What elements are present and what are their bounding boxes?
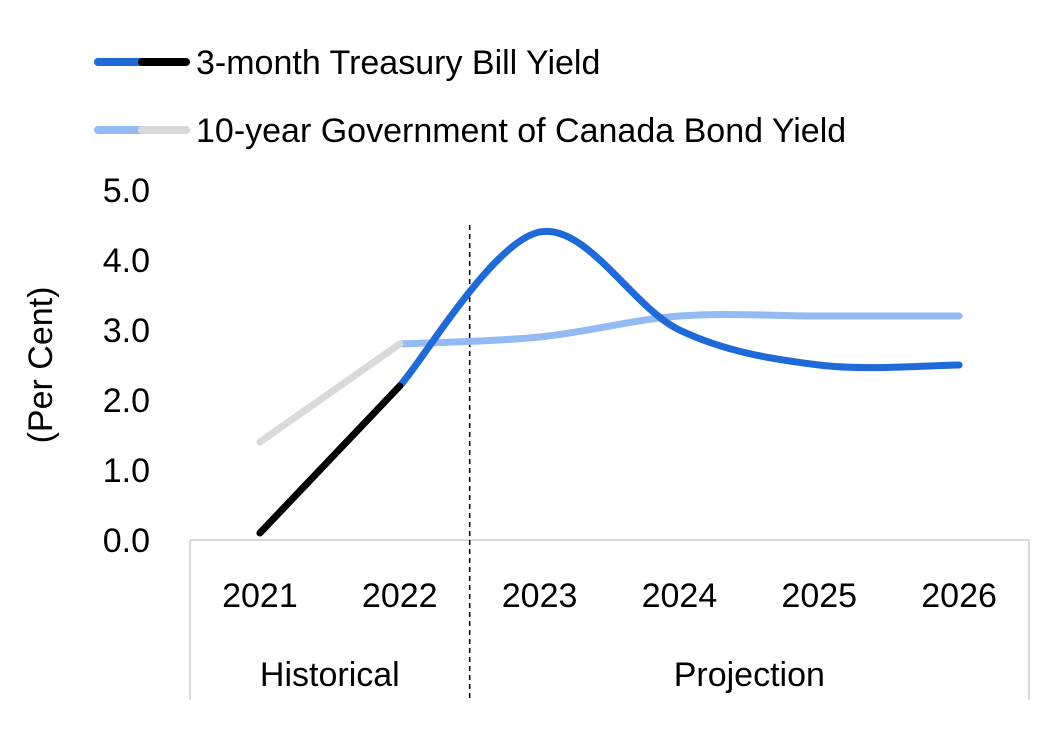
y-tick-label: 2.0: [103, 382, 150, 420]
y-tick-label: 0.0: [103, 522, 150, 560]
y-axis-label: (Per Cent): [22, 287, 60, 444]
x-tick-label: 2023: [502, 577, 578, 615]
series-line-projection: [396, 227, 963, 390]
x-tick-label: 2026: [921, 577, 997, 615]
series-line-historical: [256, 340, 404, 446]
y-tick-label: 1.0: [103, 452, 150, 490]
series-line-historical: [256, 382, 404, 537]
y-tick-label: 5.0: [103, 172, 150, 210]
series-lines: [256, 227, 963, 537]
x-group-label: Projection: [674, 656, 825, 694]
x-tick-label: 2022: [362, 577, 438, 615]
x-tick-label: 2024: [642, 577, 718, 615]
x-axis-ticks: 2021 2022 2023 2024 2025 2026: [222, 577, 997, 615]
y-tick-label: 4.0: [103, 242, 150, 280]
legend: 3-month Treasury Bill Yield 10-year Gover…: [94, 44, 846, 150]
legend-label: 10-year Government of Canada Bond Yield: [196, 112, 846, 150]
legend-label: 3-month Treasury Bill Yield: [196, 44, 600, 82]
x-tick-label: 2021: [222, 577, 298, 615]
y-tick-label: 3.0: [103, 312, 150, 350]
series-line-projection: [396, 310, 963, 348]
x-group-label: Historical: [260, 656, 400, 694]
x-axis-frame: [189, 539, 1030, 700]
y-axis-ticks: 0.0 1.0 2.0 3.0 4.0 5.0: [103, 172, 150, 560]
x-axis-groups: Historical Projection: [260, 656, 825, 694]
x-tick-label: 2025: [781, 577, 857, 615]
